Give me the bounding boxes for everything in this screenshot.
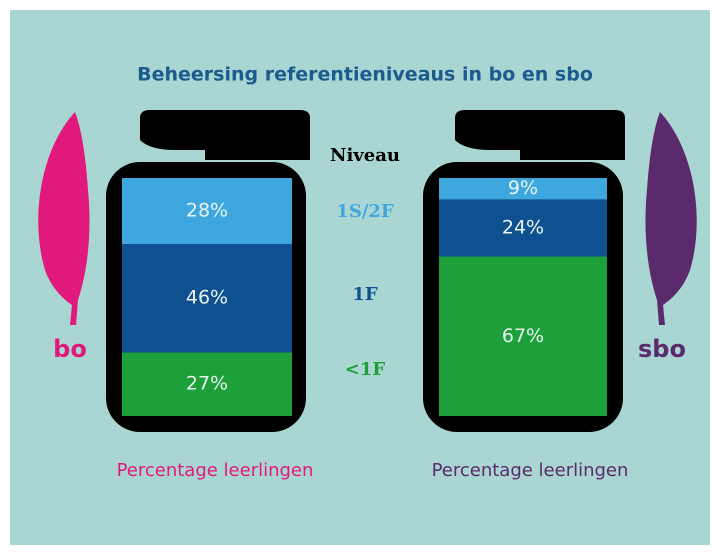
category-label: sbo bbox=[638, 335, 686, 363]
legend-label: 1F bbox=[352, 284, 378, 305]
page: Beheersing referentieniveaus in bo en sb… bbox=[0, 0, 720, 557]
x-axis-label: Percentage leerlingen bbox=[117, 460, 314, 481]
chart: Beheersing referentieniveaus in bo en sb… bbox=[0, 0, 720, 557]
value-label: 28% bbox=[186, 199, 228, 221]
legend-label: <1F bbox=[345, 359, 386, 380]
legend-label: 1S/2F bbox=[336, 201, 394, 222]
value-label: 67% bbox=[502, 325, 544, 347]
chart-title: Beheersing referentieniveaus in bo en sb… bbox=[137, 64, 593, 86]
legend-title: Niveau bbox=[330, 145, 400, 166]
value-label: 9% bbox=[508, 177, 538, 199]
value-label: 27% bbox=[186, 373, 228, 395]
value-label: 46% bbox=[186, 287, 228, 309]
category-label: bo bbox=[53, 335, 87, 363]
x-axis-label: Percentage leerlingen bbox=[432, 460, 629, 481]
value-label: 24% bbox=[502, 216, 544, 238]
